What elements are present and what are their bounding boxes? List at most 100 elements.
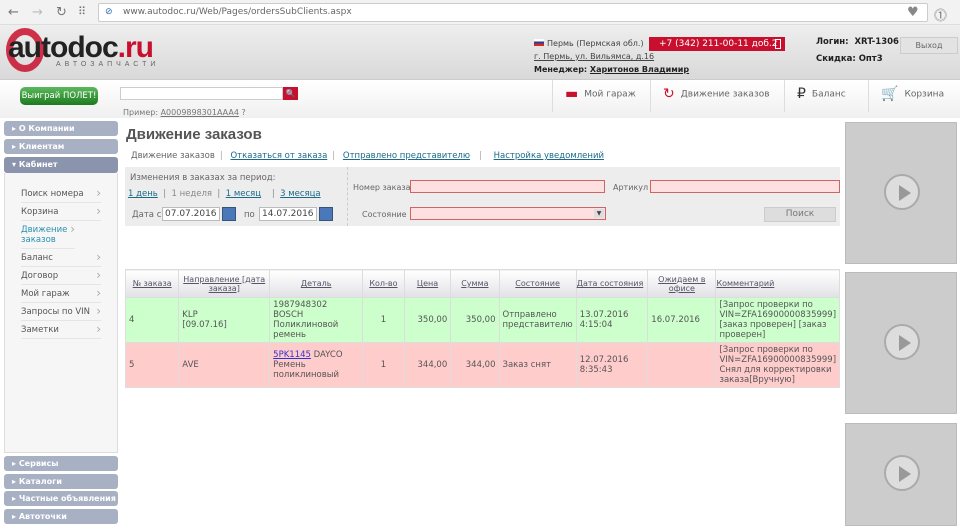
- city[interactable]: Пермь (Пермская обл.): [534, 39, 644, 48]
- sidebar-item-search-number[interactable]: Поиск номера: [21, 185, 101, 203]
- back-icon[interactable]: ←: [8, 5, 19, 20]
- sidebar-catalogs[interactable]: ▸ Каталоги: [4, 474, 118, 489]
- sidebar-item-contract[interactable]: Договор: [21, 267, 101, 285]
- status-select[interactable]: ▼: [410, 207, 606, 220]
- nav-cart[interactable]: 🛒 Корзина: [868, 80, 960, 112]
- tab-order-flow[interactable]: Движение заказов: [131, 151, 215, 161]
- col-sum[interactable]: Сумма: [450, 269, 500, 298]
- date-from-label: Дата с: [132, 210, 162, 220]
- search-button[interactable]: 🔍: [283, 87, 298, 100]
- cell-direction: AVE: [178, 342, 271, 388]
- part-code-link[interactable]: 5PK1145: [273, 350, 311, 360]
- cell-qty: 1: [362, 297, 405, 343]
- col-comment[interactable]: Комментарий: [715, 269, 840, 298]
- example-link[interactable]: A0009898301AAA4: [160, 108, 239, 117]
- address-link[interactable]: г. Пермь, ул. Вильямса, д.16: [534, 52, 655, 61]
- nav-order-flow[interactable]: ↻ Движение заказов: [650, 80, 784, 112]
- bookmark-heart-icon[interactable]: ♥: [907, 5, 919, 20]
- cell-status-date: 12.07.2016 8:35:43: [575, 342, 649, 388]
- calendar-icon[interactable]: [319, 207, 333, 221]
- col-status[interactable]: Состояние: [498, 269, 577, 298]
- play-icon[interactable]: [884, 455, 920, 491]
- tab-sent-to-representative[interactable]: Отправлено представителю: [342, 151, 471, 161]
- cart-icon: 🛒: [881, 86, 899, 102]
- period-label: Изменения в заказах за период:: [130, 173, 276, 183]
- col-price[interactable]: Цена: [403, 269, 452, 298]
- cell-status: Заказ снят: [498, 342, 577, 388]
- col-qty[interactable]: Кол-во: [362, 269, 405, 298]
- site-header: autodoc.ru АВТОЗАПЧАСТИ Пермь (Пермская о…: [0, 25, 960, 80]
- cell-direction: KLP [09.07.16]: [178, 297, 271, 343]
- site-info-icon[interactable]: ⊘: [105, 7, 113, 17]
- sidebar-cabinet[interactable]: ▾ Кабинет: [4, 157, 118, 173]
- col-order-no[interactable]: № заказа: [124, 269, 180, 298]
- sidebar-item-order-flow[interactable]: Движение заказов: [21, 221, 75, 249]
- sidebar-clients[interactable]: ▸ Клиентам: [4, 139, 118, 154]
- order-number-label: Номер заказа: [353, 183, 411, 192]
- period-3-months[interactable]: 3 месяца: [280, 189, 321, 199]
- sidebar-item-cart[interactable]: Корзина: [21, 203, 101, 221]
- period-1-month[interactable]: 1 месяц: [225, 189, 262, 199]
- tabs: Движение заказов | Отказаться от заказа | …: [131, 151, 605, 161]
- sidebar-item-my-garage[interactable]: Мой гараж: [21, 285, 101, 303]
- video-placeholder[interactable]: [845, 272, 957, 414]
- cell-qty: 1: [362, 342, 405, 388]
- sidebar-about[interactable]: ▸ О Компании: [4, 121, 118, 136]
- calendar-icon[interactable]: [222, 207, 236, 221]
- nav-balance[interactable]: ₽ Баланс: [784, 80, 868, 112]
- page-title: Движение заказов: [126, 126, 262, 143]
- tab-notification-settings[interactable]: Настройка уведомлений: [493, 151, 605, 161]
- search-input[interactable]: [120, 87, 283, 100]
- sidebar-item-balance[interactable]: Баланс: [21, 249, 101, 267]
- nav-my-garage[interactable]: ▬ Мой гараж: [552, 80, 650, 112]
- sidebar-cabinet-menu: Поиск номера Корзина Движение заказов Ба…: [4, 173, 118, 453]
- period-1-day[interactable]: 1 день: [128, 189, 158, 199]
- date-to-label: по: [244, 210, 255, 220]
- forward-icon[interactable]: →: [32, 5, 43, 20]
- sidebar-services[interactable]: ▸ Сервисы: [4, 456, 118, 471]
- help-icon[interactable]: ?: [241, 108, 246, 117]
- order-number-input[interactable]: [410, 180, 605, 193]
- date-from-input[interactable]: 07.07.2016: [162, 207, 220, 221]
- garage-icon: ▬: [565, 86, 579, 102]
- discount: Скидка: Опт3: [816, 54, 883, 64]
- video-placeholder[interactable]: [845, 122, 957, 264]
- cell-sum: 350,00: [450, 297, 500, 343]
- cell-comment: [Запрос проверки по VIN=ZFA1690000083599…: [715, 342, 840, 388]
- col-direction[interactable]: Направление [дата заказа]: [178, 269, 271, 298]
- col-status-date[interactable]: Дата состояния: [575, 269, 649, 298]
- reload-icon[interactable]: ↻: [56, 5, 67, 20]
- status-label: Состояние: [362, 210, 407, 219]
- video-placeholder[interactable]: [845, 423, 957, 526]
- phone-number[interactable]: +7 (342) 211-00-11 доб.2: [649, 37, 785, 51]
- sidebar-item-notes[interactable]: Заметки: [21, 321, 101, 339]
- sidebar-item-vin-requests[interactable]: Запросы по VIN: [21, 303, 101, 321]
- play-icon[interactable]: [884, 324, 920, 360]
- address-bar[interactable]: ⊘ www.autodoc.ru/Web/Pages/ordersSubClien…: [98, 3, 928, 22]
- filter-panel: Изменения в заказах за период: 1 день | …: [125, 167, 840, 226]
- play-icon[interactable]: [884, 174, 920, 210]
- order-flow-icon: ↻: [663, 86, 675, 102]
- col-part[interactable]: Деталь: [269, 269, 364, 298]
- manager-link[interactable]: Харитонов Владимир: [589, 65, 690, 74]
- search-orders-button[interactable]: Поиск: [764, 207, 836, 222]
- download-icon[interactable]: ⓵: [934, 9, 948, 24]
- date-to-input[interactable]: 14.07.2016: [259, 207, 317, 221]
- manager: Менеджер: Харитонов Владимир: [534, 65, 690, 74]
- promo-button[interactable]: Выиграй ПОЛЕТ!: [20, 87, 98, 105]
- logout-button[interactable]: Выход: [900, 37, 958, 54]
- article-input[interactable]: [650, 180, 840, 193]
- cell-expected: [647, 342, 717, 388]
- table-header: № заказа Направление [дата заказа] Детал…: [124, 269, 840, 298]
- cell-status-date: 13.07.2016 4:15:04: [575, 297, 649, 343]
- period-1-week[interactable]: 1 неделя: [171, 189, 213, 199]
- cell-price: 344,00: [403, 342, 452, 388]
- sidebar-autopoints[interactable]: ▸ Автоточки: [4, 509, 118, 524]
- url-text: www.autodoc.ru/Web/Pages/ordersSubClient…: [123, 7, 352, 17]
- tab-cancel-order[interactable]: Отказаться от заказа: [230, 151, 328, 161]
- sidebar-private-ads[interactable]: ▸ Частные объявления: [4, 491, 118, 506]
- cell-part: 5PK1145 DAYCO Ремень поликлиновый: [269, 342, 364, 388]
- apps-icon[interactable]: ⠿: [78, 5, 87, 18]
- col-expected[interactable]: Ожидаем в офисе: [647, 269, 717, 298]
- logo[interactable]: autodoc.ru АВТОЗАПЧАСТИ: [8, 31, 160, 68]
